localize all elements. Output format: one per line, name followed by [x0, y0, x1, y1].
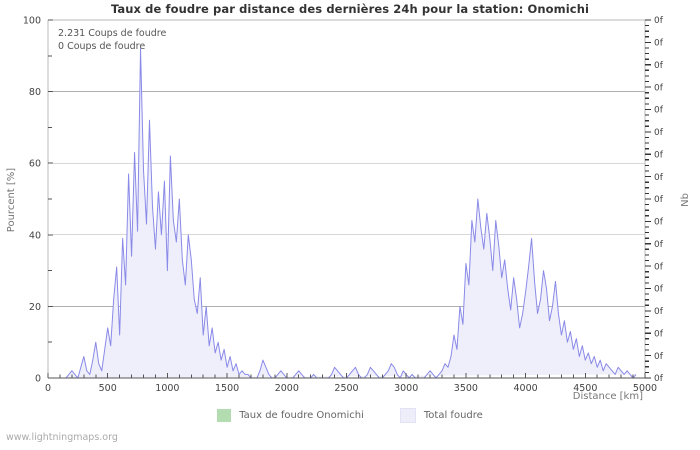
- svg-text:0f: 0f: [654, 329, 664, 339]
- plot-area: [48, 48, 637, 379]
- svg-text:60: 60: [29, 159, 41, 170]
- svg-text:0f: 0f: [654, 128, 664, 138]
- svg-text:0f: 0f: [654, 352, 664, 362]
- legend-swatch-rate: [217, 409, 232, 422]
- svg-text:500: 500: [99, 383, 117, 394]
- svg-text:0f: 0f: [654, 173, 664, 183]
- svg-text:0f: 0f: [654, 16, 664, 26]
- svg-text:80: 80: [29, 87, 41, 98]
- legend-label-rate: Taux de foudre Onomichi: [239, 410, 364, 421]
- svg-text:0f: 0f: [654, 39, 664, 49]
- svg-text:100: 100: [23, 16, 41, 27]
- svg-text:0f: 0f: [654, 150, 664, 160]
- svg-text:2500: 2500: [334, 383, 358, 394]
- svg-text:0f: 0f: [654, 374, 664, 384]
- svg-text:0f: 0f: [654, 195, 664, 205]
- x-axis-label: Distance [km]: [573, 391, 643, 402]
- svg-text:0f: 0f: [654, 106, 664, 116]
- legend-swatch-total: [399, 408, 416, 423]
- svg-text:2.231 Coups de foudre: 2.231 Coups de foudre: [58, 28, 166, 39]
- svg-text:0f: 0f: [654, 240, 664, 250]
- svg-text:0f: 0f: [654, 83, 664, 93]
- bottom-axis-ticks: 0 500 1000 1500 2000 2500 3000 3500 4000 4500 5000: [45, 373, 657, 394]
- svg-text:0 Coups de foudre: 0 Coups de foudre: [58, 41, 145, 52]
- svg-text:0f: 0f: [654, 285, 664, 295]
- svg-text:3000: 3000: [394, 383, 418, 394]
- annotation-text: 2.231 Coups de foudre 0 Coups de foudre: [58, 28, 166, 52]
- legend-item-total[interactable]: Total foudre: [399, 408, 483, 423]
- svg-text:4500: 4500: [573, 383, 597, 394]
- svg-text:0f: 0f: [654, 218, 664, 228]
- svg-text:4000: 4000: [514, 383, 538, 394]
- svg-text:3500: 3500: [454, 383, 478, 394]
- svg-text:0: 0: [45, 383, 51, 394]
- right-axis-ticks: 0f 0f 0f 0f 0f 0f 0f 0f 0f 0f 0f 0f 0f 0f 0f 0f 0f: [645, 16, 664, 384]
- left-axis-ticks: 0 20 40 60 80 100: [23, 16, 53, 385]
- page-title: Taux de foudre par distance des dernière…: [110, 2, 590, 16]
- chart-legend: Taux de foudre Onomichi Total foudre: [0, 408, 700, 423]
- right-axis-label: Nb: [680, 193, 691, 207]
- y-axis-label: Pourcent [%]: [6, 168, 17, 233]
- legend-item-rate[interactable]: Taux de foudre Onomichi: [217, 409, 364, 422]
- site-footer: www.lightningmaps.org: [6, 432, 118, 443]
- legend-label-total: Total foudre: [423, 410, 483, 421]
- svg-text:0f: 0f: [654, 61, 664, 71]
- svg-text:1000: 1000: [155, 383, 179, 394]
- svg-text:1500: 1500: [215, 383, 239, 394]
- svg-text:2000: 2000: [275, 383, 299, 394]
- svg-text:20: 20: [29, 302, 41, 313]
- svg-text:0: 0: [35, 374, 41, 385]
- svg-text:0f: 0f: [654, 307, 664, 317]
- svg-text:40: 40: [29, 230, 41, 241]
- svg-text:0f: 0f: [654, 262, 664, 272]
- svg-text:5000: 5000: [633, 383, 657, 394]
